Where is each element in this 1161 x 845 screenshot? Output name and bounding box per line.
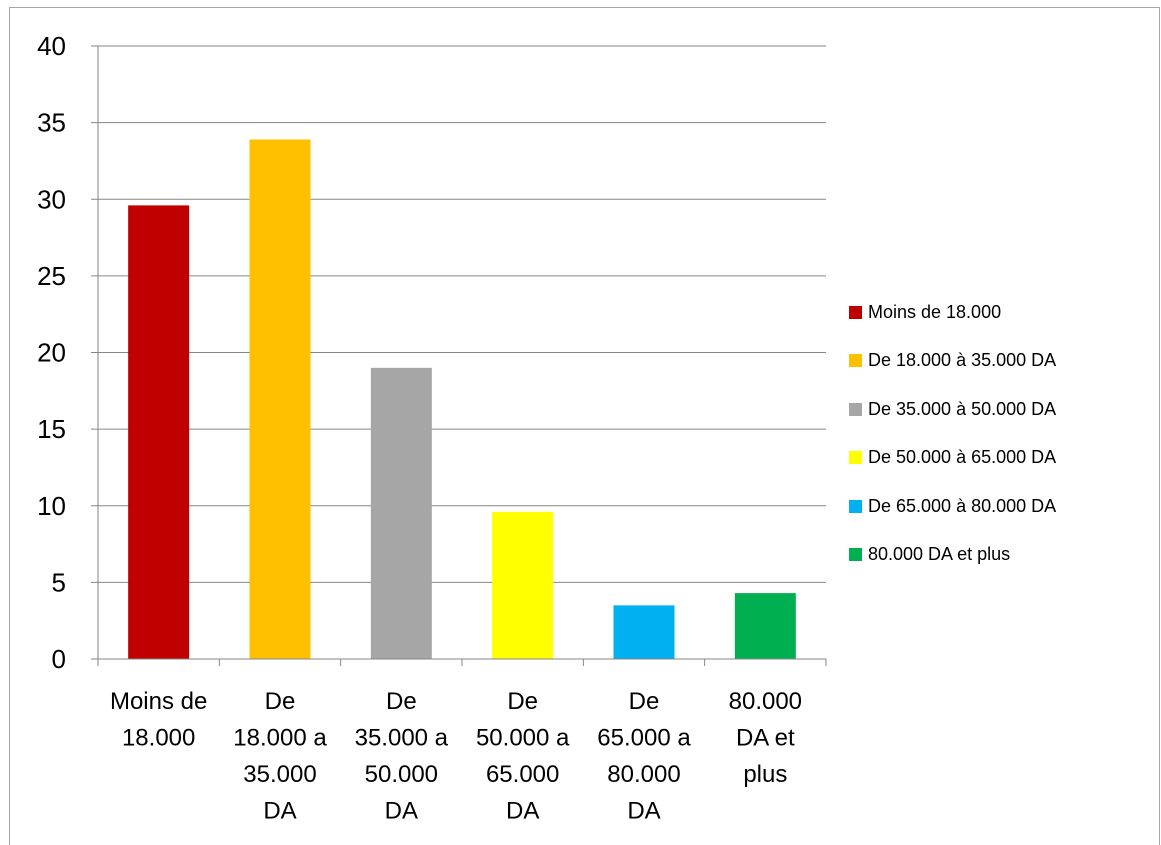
y-tick-label: 40 xyxy=(37,31,66,61)
x-category-label-line: 35.000 xyxy=(243,761,316,788)
legend-swatch xyxy=(849,354,862,367)
gridlines xyxy=(98,45,826,583)
bar xyxy=(128,205,190,659)
legend-label: De 18.000 à 35.000 DA xyxy=(868,350,1057,370)
x-category-label-line: 50.000 xyxy=(365,761,438,788)
legend-label: De 50.000 à 65.000 DA xyxy=(868,447,1057,467)
x-category-label-line: 18.000 a xyxy=(233,725,327,752)
y-tick-label: 30 xyxy=(37,184,66,214)
x-category-label-line: DA xyxy=(506,798,539,825)
legend-label: 80.000 DA et plus xyxy=(868,544,1011,564)
x-category-label-line: DA xyxy=(627,798,660,825)
x-category-label-line: 35.000 a xyxy=(355,725,449,752)
legend-swatch xyxy=(849,499,862,513)
x-category-label-line: DA et xyxy=(736,725,795,752)
axes xyxy=(91,45,827,666)
x-category-label-line: 80.000 xyxy=(607,761,680,788)
x-category-label-line: 80.000 xyxy=(729,688,802,715)
x-category-label: De 50.000 a 65.000 DA xyxy=(476,688,570,825)
bar xyxy=(734,593,796,659)
x-category-label-line: 65.000 a xyxy=(597,725,691,752)
x-category-label: De 35.000 a 50.000 DA xyxy=(355,688,449,825)
legend-item: 80.000 DA et plus xyxy=(849,542,1056,568)
y-tick-label: 20 xyxy=(37,338,66,368)
x-category-label: Moins de 18.000 xyxy=(110,688,207,752)
x-category-label-line: 50.000 a xyxy=(476,725,570,752)
x-category-label: 80.000 DA et plus xyxy=(729,688,802,788)
legend-label: De 35.000 à 50.000 DA xyxy=(868,398,1057,419)
y-tick-label: 35 xyxy=(37,108,66,138)
legend: Moins de 18.000 De 18.000 à 35.000 DA De 3… xyxy=(849,299,1056,590)
legend-swatch xyxy=(849,451,862,464)
legend-item: De 65.000 à 80.000 DA xyxy=(849,493,1056,519)
bars xyxy=(128,139,796,660)
y-tick-label: 15 xyxy=(37,414,66,444)
legend-item: Moins de 18.000 xyxy=(849,299,1056,325)
x-category-label-line: 18.000 xyxy=(122,725,195,752)
y-tick-labels: 0 5 10 15 20 25 30 35 40 xyxy=(37,31,66,674)
x-category-label: De 18.000 a 35.000 DA xyxy=(233,688,327,825)
x-category-label-line: DA xyxy=(385,798,418,825)
bar xyxy=(492,511,554,659)
legend-item: De 35.000 à 50.000 DA xyxy=(849,396,1056,422)
y-tick-label: 25 xyxy=(37,261,66,291)
legend-swatch xyxy=(849,402,862,416)
y-tick-label: 10 xyxy=(37,491,66,521)
bar xyxy=(613,605,675,659)
legend-swatch xyxy=(849,305,862,319)
x-category-label: De 65.000 a 80.000 DA xyxy=(597,688,691,825)
legend-label: De 65.000 à 80.000 DA xyxy=(868,495,1057,516)
x-category-label-line: De xyxy=(507,688,538,715)
x-category-label-line: 65.000 xyxy=(486,761,559,788)
legend-item: De 50.000 à 65.000 DA xyxy=(849,445,1056,471)
legend-item: De 18.000 à 35.000 DA xyxy=(849,348,1056,374)
x-category-label-line: plus xyxy=(743,761,787,788)
y-tick-label: 0 xyxy=(52,644,66,674)
x-category-label-line: Moins de xyxy=(110,688,207,715)
legend-swatch xyxy=(849,548,862,561)
x-category-labels: Moins de 18.000 De 18.000 a 35.000 DA De 35.000… xyxy=(110,688,802,825)
legend-label: Moins de 18.000 xyxy=(868,301,1002,322)
x-category-label-line: DA xyxy=(263,798,296,825)
bar xyxy=(249,139,311,660)
bar xyxy=(370,367,432,659)
x-category-label-line: De xyxy=(265,688,296,715)
x-category-label-line: De xyxy=(386,688,417,715)
y-tick-label: 5 xyxy=(52,567,66,597)
chart-frame xyxy=(9,7,1160,845)
x-category-label-line: De xyxy=(629,688,660,715)
